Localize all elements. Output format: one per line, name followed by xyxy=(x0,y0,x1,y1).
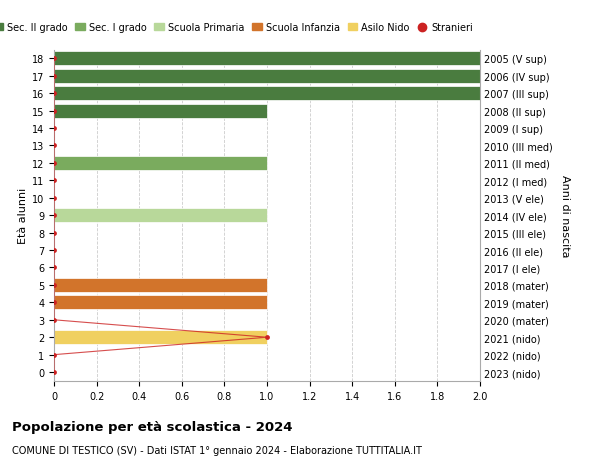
Point xyxy=(49,212,59,219)
Bar xyxy=(54,157,267,170)
Point xyxy=(49,351,59,358)
Text: Popolazione per età scolastica - 2024: Popolazione per età scolastica - 2024 xyxy=(12,420,293,433)
Point xyxy=(49,142,59,150)
Text: COMUNE DI TESTICO (SV) - Dati ISTAT 1° gennaio 2024 - Elaborazione TUTTITALIA.IT: COMUNE DI TESTICO (SV) - Dati ISTAT 1° g… xyxy=(12,445,422,455)
Point xyxy=(49,177,59,185)
Point xyxy=(49,369,59,376)
Bar xyxy=(54,70,480,84)
Bar xyxy=(54,330,267,344)
Bar xyxy=(54,278,267,292)
Point xyxy=(49,195,59,202)
Y-axis label: Età alunni: Età alunni xyxy=(18,188,28,244)
Point xyxy=(49,108,59,115)
Y-axis label: Anni di nascita: Anni di nascita xyxy=(560,174,569,257)
Point xyxy=(49,316,59,324)
Point xyxy=(262,334,272,341)
Bar xyxy=(54,52,480,66)
Point xyxy=(49,90,59,98)
Point xyxy=(49,282,59,289)
Bar xyxy=(54,209,267,223)
Point xyxy=(49,247,59,254)
Point xyxy=(49,299,59,306)
Legend: Sec. II grado, Sec. I grado, Scuola Primaria, Scuola Infanzia, Asilo Nido, Stran: Sec. II grado, Sec. I grado, Scuola Prim… xyxy=(0,19,476,37)
Point xyxy=(49,160,59,167)
Point xyxy=(49,56,59,63)
Bar xyxy=(54,296,267,310)
Bar xyxy=(54,104,267,118)
Point xyxy=(49,73,59,80)
Bar xyxy=(54,87,480,101)
Point xyxy=(49,125,59,133)
Point xyxy=(49,264,59,272)
Point xyxy=(49,230,59,237)
